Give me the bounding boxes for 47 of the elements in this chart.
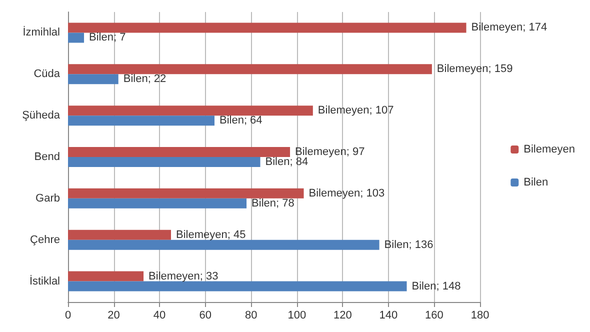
x-tick-label: 80 bbox=[244, 310, 258, 322]
data-label: Bilen; 78 bbox=[252, 197, 294, 210]
data-label: Bilemeyen; 45 bbox=[176, 228, 246, 241]
data-label: Bilen; 136 bbox=[384, 238, 434, 251]
data-label: Bilemeyen; 107 bbox=[318, 104, 394, 117]
y-tick-label: Şüheda bbox=[22, 110, 61, 122]
bar bbox=[68, 22, 466, 33]
x-tick-label: 140 bbox=[379, 310, 398, 322]
y-tick-label: İstiklal bbox=[29, 274, 60, 288]
y-tick-label: Garb bbox=[36, 192, 60, 204]
data-label: Bilemeyen; 33 bbox=[148, 270, 218, 282]
data-label: Bilemeyen; 103 bbox=[308, 187, 385, 200]
y-tick-label: Çehre bbox=[30, 234, 60, 246]
x-tick-label: 120 bbox=[333, 310, 352, 322]
bar bbox=[68, 147, 290, 157]
x-tick-label: 160 bbox=[425, 310, 444, 322]
data-label: Bilemeyen; 97 bbox=[295, 146, 365, 158]
data-label: Bilen; 148 bbox=[412, 280, 461, 292]
legend-label: Bilemeyen bbox=[524, 144, 575, 156]
bar bbox=[68, 240, 380, 250]
y-tick-label: İzmihlal bbox=[22, 26, 60, 39]
x-tick-label: 20 bbox=[108, 310, 120, 322]
bar bbox=[68, 198, 247, 208]
x-tick-label: 60 bbox=[199, 310, 212, 322]
bar bbox=[68, 281, 407, 292]
y-tick-label: Cüda bbox=[34, 68, 61, 80]
data-label: Bilemeyen; 174 bbox=[471, 22, 548, 34]
bar bbox=[68, 188, 304, 198]
bar bbox=[68, 64, 432, 74]
x-tick-label: 180 bbox=[470, 310, 490, 322]
bar bbox=[68, 271, 144, 282]
bar bbox=[68, 74, 118, 84]
y-tick-label: Bend bbox=[34, 151, 60, 163]
x-tick-label: 100 bbox=[288, 310, 306, 322]
bar bbox=[68, 230, 171, 240]
bar bbox=[68, 32, 84, 43]
data-label: Bilen; 7 bbox=[89, 32, 126, 44]
bar bbox=[68, 116, 214, 126]
data-label: Bilemeyen; 159 bbox=[436, 63, 513, 76]
data-label: Bilen; 22 bbox=[123, 73, 166, 86]
legend-label: Bilen bbox=[524, 176, 548, 188]
x-tick-label: 0 bbox=[64, 310, 72, 322]
bar bbox=[68, 106, 313, 116]
data-label: Bilen; 64 bbox=[219, 114, 262, 127]
data-label: Bilen; 84 bbox=[265, 156, 308, 168]
bar bbox=[68, 157, 260, 167]
x-tick-label: 40 bbox=[153, 310, 166, 322]
